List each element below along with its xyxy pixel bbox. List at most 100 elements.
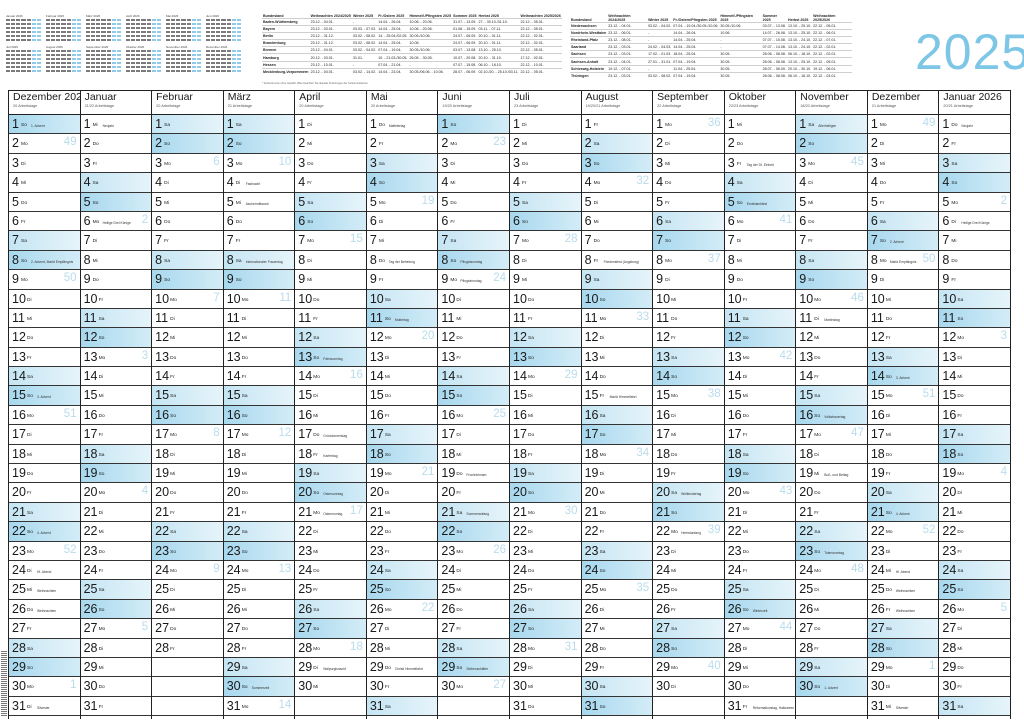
day-cell[interactable]: 24 Mo 13 <box>223 561 295 581</box>
day-cell[interactable]: 5 Mi <box>796 193 867 212</box>
day-cell[interactable]: 11 Do <box>867 309 939 329</box>
day-cell[interactable]: 29 So Siebenschläfer <box>438 657 509 678</box>
day-cell[interactable]: 3 So <box>581 153 653 174</box>
day-cell[interactable]: 1 Di <box>510 115 581 135</box>
day-cell[interactable]: 23 Mo 26 <box>438 542 509 561</box>
day-cell[interactable]: 2 Mo 23 <box>438 134 509 154</box>
day-cell[interactable]: 20 So Ostersonntag <box>295 483 366 503</box>
day-cell[interactable]: 6 So <box>295 211 366 232</box>
day-cell[interactable]: 28 Fr <box>152 639 223 658</box>
day-cell[interactable]: 13 Fr <box>9 348 80 368</box>
day-cell[interactable]: 7 Sa <box>438 231 509 251</box>
day-cell[interactable]: 24 Di <box>438 561 509 581</box>
day-cell[interactable]: 26 Mo 5 <box>939 600 1010 620</box>
day-cell[interactable]: 19 Sa <box>295 464 366 484</box>
day-cell[interactable]: 17 Mo 12 <box>223 425 295 445</box>
day-cell[interactable]: 8 Sa <box>152 250 223 271</box>
day-cell[interactable]: 19 Di <box>581 464 653 484</box>
day-cell[interactable]: 4 Sa <box>724 173 796 193</box>
day-cell[interactable]: 3 Mo 6 <box>152 154 223 174</box>
day-cell[interactable]: 5 Mo 19 <box>366 193 438 212</box>
day-cell[interactable]: 23 Fr <box>366 542 438 561</box>
day-cell[interactable]: 29 Mo 1 <box>867 658 939 678</box>
day-cell[interactable]: 5 Fr <box>867 193 939 212</box>
day-cell[interactable]: 6 Fr <box>9 212 80 232</box>
day-cell[interactable]: 9 So <box>223 270 295 290</box>
day-cell[interactable]: 4 Do <box>867 173 939 193</box>
day-cell[interactable]: 14 Di <box>724 367 796 387</box>
day-cell[interactable]: 12 Mo 3 <box>939 328 1010 348</box>
day-cell[interactable]: 20 Di <box>939 483 1010 503</box>
day-cell[interactable]: 12 Do <box>438 328 509 348</box>
day-cell[interactable]: 26 So <box>80 599 152 620</box>
day-cell[interactable]: 12 Sa <box>295 328 366 348</box>
day-cell[interactable]: 28 So <box>867 638 939 658</box>
day-cell[interactable]: 18 Sa <box>80 444 152 465</box>
day-cell[interactable]: 6 Mo Heilige Drei Könige 2 <box>80 212 152 232</box>
day-cell[interactable]: 9 Mi <box>295 270 366 290</box>
day-cell[interactable]: 24 Mo 9 <box>152 561 223 581</box>
day-cell[interactable]: 7 Fr <box>152 231 223 251</box>
day-cell[interactable]: 18 Di <box>223 445 295 465</box>
day-cell[interactable]: 27 So <box>510 619 581 639</box>
day-cell[interactable]: 20 Do <box>152 483 223 503</box>
day-cell[interactable]: 20 Mo 43 <box>724 483 796 503</box>
day-cell[interactable]: 5 Mo 2 <box>939 193 1010 212</box>
day-cell[interactable]: 13 Do <box>223 348 295 368</box>
day-cell[interactable]: 3 Di <box>9 154 80 174</box>
day-cell[interactable]: 6 Di <box>366 212 438 232</box>
day-cell[interactable]: 14 Sa <box>9 367 80 387</box>
day-cell[interactable]: 19 So <box>724 464 796 484</box>
day-cell[interactable]: 11 Di <box>152 309 223 329</box>
day-cell[interactable]: 20 Di <box>366 483 438 503</box>
day-cell[interactable]: 28 Fr <box>796 639 867 658</box>
day-cell[interactable]: 30 Mi <box>510 677 581 697</box>
day-cell[interactable]: 25 Do Weihnachten <box>867 580 939 600</box>
day-cell[interactable]: 19 Mi <box>152 464 223 484</box>
day-cell[interactable]: 7 Do <box>581 231 653 251</box>
day-cell[interactable]: 8 Mo 37 <box>653 251 724 271</box>
day-cell[interactable]: 7 Di <box>80 231 152 251</box>
day-cell[interactable]: 17 Do Gründonnerstag <box>295 425 366 445</box>
day-cell[interactable]: 7 Mo 15 <box>295 231 366 251</box>
day-cell[interactable]: 17 So <box>581 425 653 445</box>
day-cell[interactable]: 18 Do <box>867 445 939 465</box>
day-cell[interactable]: 1 So <box>438 115 509 135</box>
day-cell[interactable]: 29 Sa <box>796 657 867 678</box>
day-cell[interactable]: 9 Di <box>867 270 939 290</box>
day-cell[interactable]: 10 Di <box>9 290 80 309</box>
day-cell[interactable]: 13 Sa <box>867 347 939 368</box>
day-cell[interactable]: 4 So <box>366 173 438 193</box>
day-cell[interactable]: 20 Sa Weltkindertag <box>653 483 724 503</box>
day-cell[interactable]: 11 Fr <box>295 309 366 329</box>
day-cell[interactable]: 8 Do Tag der Befreiung <box>366 251 438 271</box>
day-cell[interactable]: 28 Di <box>724 639 796 658</box>
day-cell[interactable]: 3 Do <box>295 154 366 174</box>
day-cell[interactable]: 18 Mi <box>9 445 80 465</box>
day-cell[interactable]: 15 Fr Mariä Himmelfahrt <box>581 386 653 406</box>
day-cell[interactable]: 28 Mo 31 <box>510 639 581 658</box>
day-cell[interactable]: 30 Mi <box>295 677 366 697</box>
day-cell[interactable]: 10 Sa <box>366 289 438 309</box>
day-cell[interactable]: 16 Mo 25 <box>438 406 509 426</box>
day-cell[interactable]: 12 Mi <box>223 328 295 348</box>
day-cell[interactable]: 15 Mo 38 <box>653 386 724 406</box>
day-cell[interactable]: 9 Mo Pfingstmontag 24 <box>438 270 509 290</box>
day-cell[interactable]: 5 So <box>80 192 152 212</box>
day-cell[interactable]: 29 Mo 40 <box>653 658 724 678</box>
day-cell[interactable]: 5 Mi <box>152 193 223 212</box>
day-cell[interactable]: 16 Fr <box>939 406 1010 426</box>
day-cell[interactable]: 17 Mi <box>653 425 724 445</box>
day-cell[interactable]: 22 Do <box>366 522 438 542</box>
day-cell[interactable]: 12 Mo 20 <box>366 328 438 348</box>
day-cell[interactable]: 15 Mi <box>80 386 152 406</box>
day-cell[interactable]: 9 Mo 50 <box>9 270 80 290</box>
day-cell[interactable]: 15 So 3. Advent <box>9 386 80 406</box>
day-cell[interactable]: 8 Sa <box>796 250 867 271</box>
day-cell[interactable]: 1 Fr <box>581 115 653 135</box>
day-cell[interactable]: 23 Sa <box>581 541 653 561</box>
day-cell[interactable]: 23 Di <box>653 542 724 561</box>
day-cell[interactable]: 26 Mi <box>796 600 867 620</box>
day-cell[interactable]: 27 Sa <box>653 619 724 639</box>
day-cell[interactable]: 23 Mi <box>295 542 366 561</box>
